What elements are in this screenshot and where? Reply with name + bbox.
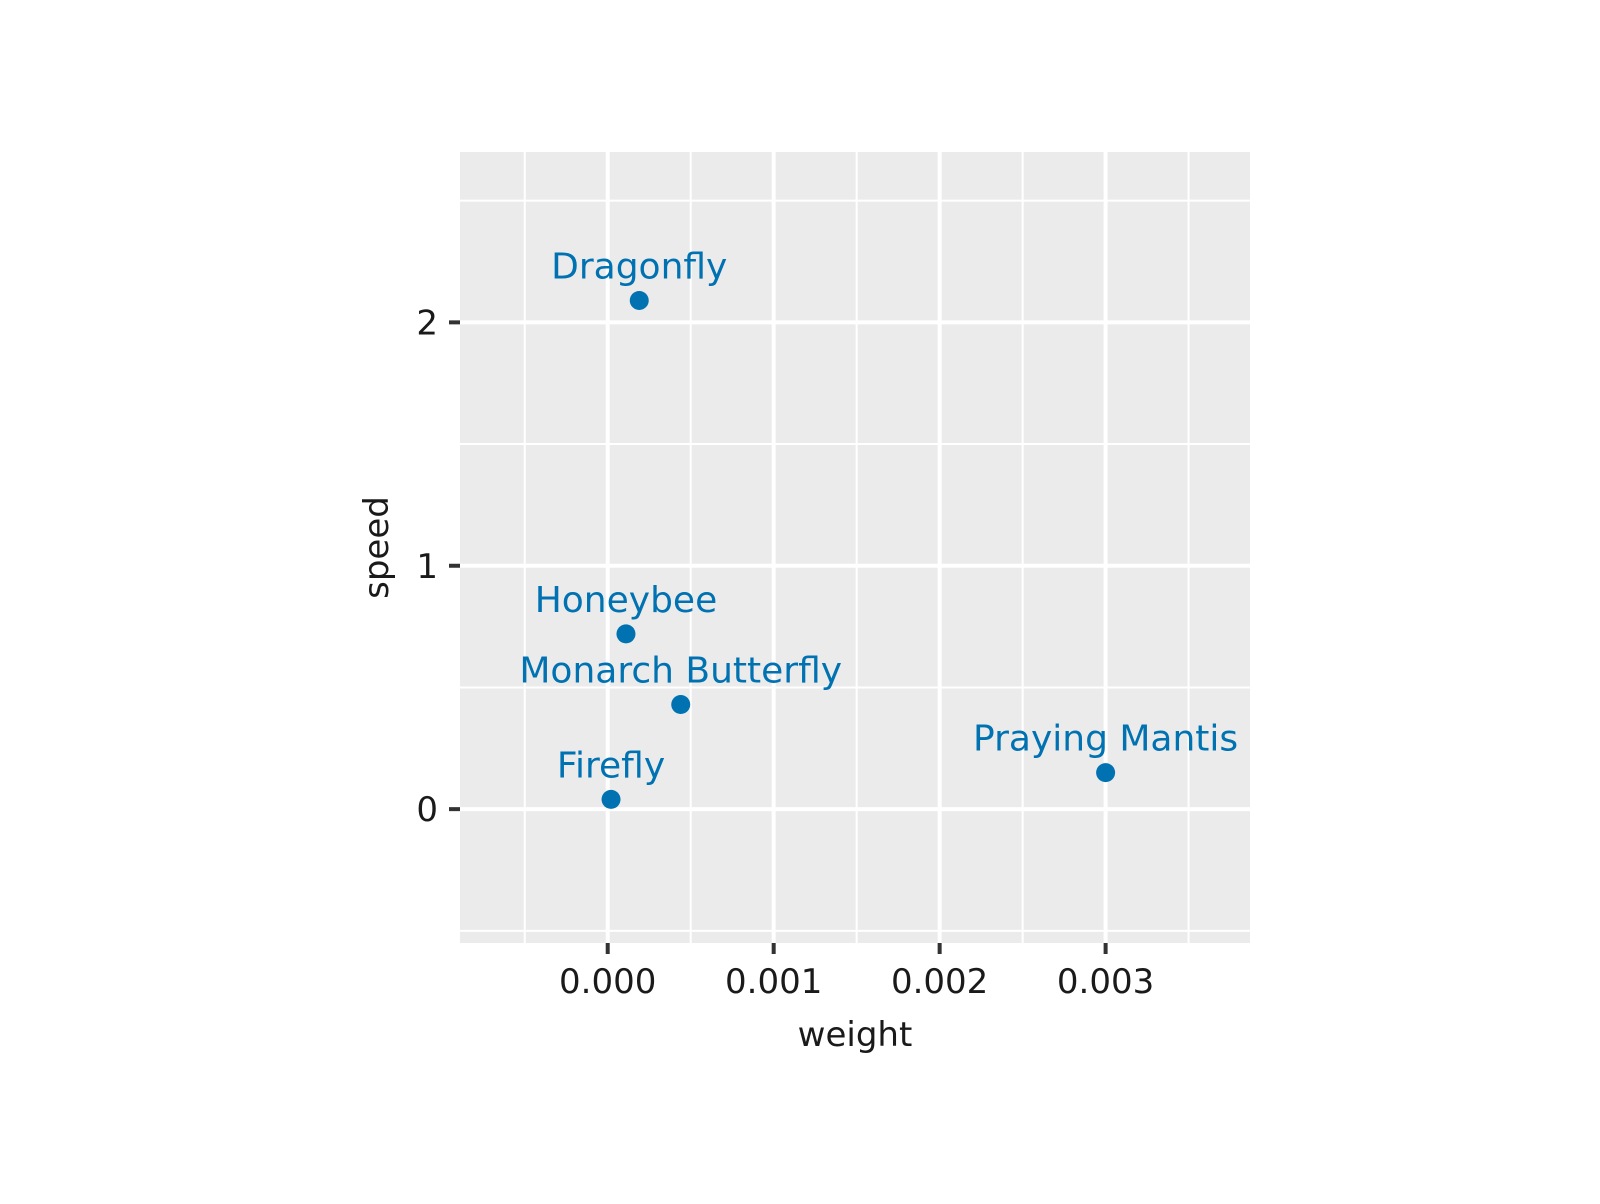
point-label: Firefly [557,745,665,786]
data-point [671,694,691,714]
x-tick-label: 0.002 [891,962,988,1002]
data-points [601,290,1116,809]
x-tick-label: 0.001 [725,962,822,1002]
data-point [616,624,636,644]
data-point [629,290,649,310]
point-label: Praying Mantis [973,719,1238,760]
x-tick-label: 0.003 [1057,962,1154,1002]
point-labels: Dragonfly Honeybee Monarch Butterfly Firefl… [519,246,1238,786]
x-axis-ticks: 0.000 0.001 0.002 0.003 [559,943,1154,1002]
grid-minor-lines [460,152,1250,943]
y-tick-label: 2 [416,303,438,343]
y-tick-label: 0 [416,790,438,830]
x-axis-title: weight [798,1015,913,1055]
point-label: Honeybee [535,580,718,621]
point-label: Dragonfly [551,246,727,287]
data-point [601,789,621,809]
x-tick-label: 0.000 [559,962,656,1002]
point-label: Monarch Butterfly [519,650,842,691]
y-axis-ticks: 0 1 2 [416,303,460,830]
y-tick-label: 1 [416,547,438,587]
y-axis-title: speed [357,496,397,599]
data-point [1096,763,1116,783]
plot-panel [460,152,1250,943]
grid-major-lines [460,152,1250,943]
